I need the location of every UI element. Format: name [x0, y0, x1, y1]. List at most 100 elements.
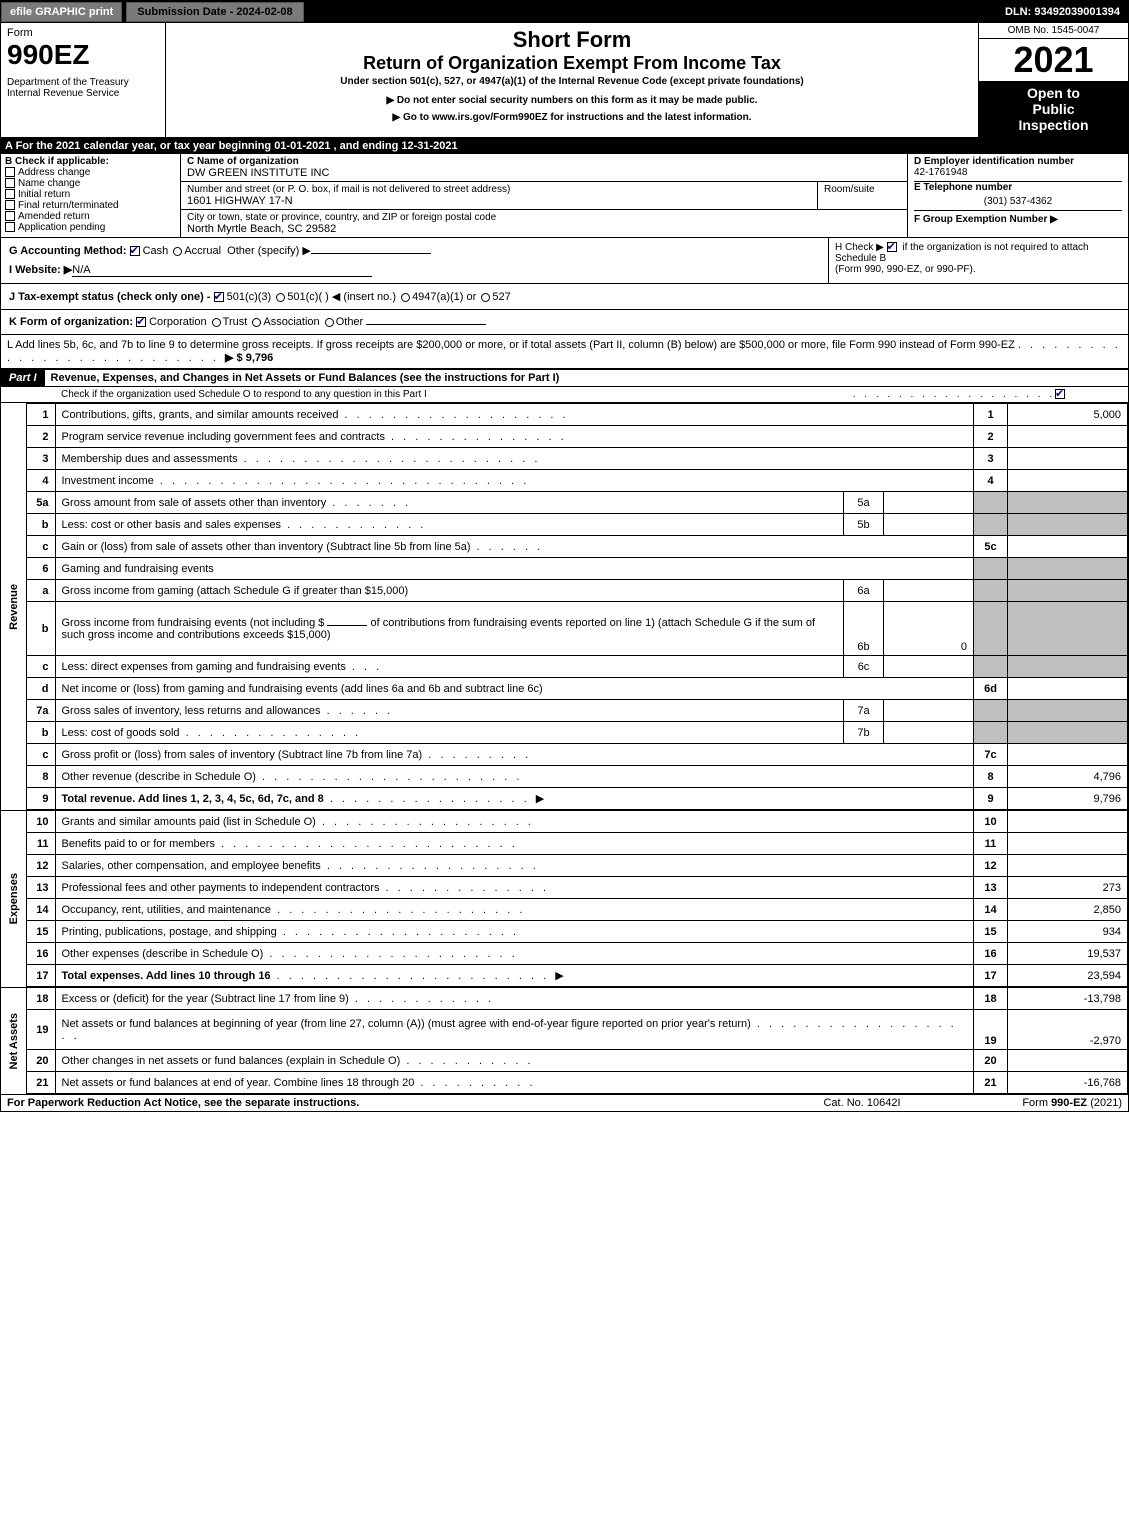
opt-application-pending: Application pending: [18, 222, 105, 233]
line-7a: 7aGross sales of inventory, less returns…: [27, 700, 1128, 722]
form-header: Form 990EZ Department of the Treasury In…: [1, 23, 1128, 138]
section-j: J Tax-exempt status (check only one) - 5…: [1, 284, 1128, 310]
radio-4947[interactable]: [401, 293, 410, 302]
cb-501c3[interactable]: [214, 292, 224, 302]
form-subtitle: Return of Organization Exempt From Incom…: [170, 53, 974, 74]
footer-left: For Paperwork Reduction Act Notice, see …: [7, 1097, 762, 1109]
inspect-line2: Public: [983, 101, 1124, 117]
opt-other-org: Other: [336, 316, 364, 328]
under-section: Under section 501(c), 527, or 4947(a)(1)…: [170, 76, 974, 87]
line-4: 4Investment income . . . . . . . . . . .…: [27, 470, 1128, 492]
line-15: 15Printing, publications, postage, and s…: [27, 921, 1128, 943]
accounting-method-label: G Accounting Method:: [9, 245, 127, 257]
header-left: Form 990EZ Department of the Treasury In…: [1, 23, 166, 137]
opt-4947: 4947(a)(1) or: [412, 291, 476, 303]
opt-name-change: Name change: [18, 178, 80, 189]
section-h: H Check ▶ if the organization is not req…: [828, 238, 1128, 283]
line-5c: cGain or (loss) from sale of assets othe…: [27, 536, 1128, 558]
netassets-vlabel: Net Assets: [6, 1011, 22, 1071]
line-5a: 5aGross amount from sale of assets other…: [27, 492, 1128, 514]
revenue-vlabel: Revenue: [6, 582, 22, 632]
cb-cash[interactable]: [130, 246, 140, 256]
cb-corporation[interactable]: [136, 317, 146, 327]
radio-association[interactable]: [252, 318, 261, 327]
line-18: 18Excess or (deficit) for the year (Subt…: [27, 988, 1128, 1010]
netassets-section: Net Assets 18Excess or (deficit) for the…: [1, 987, 1128, 1094]
dln-label: DLN: 93492039001394: [1005, 6, 1128, 18]
form-title: Short Form: [170, 27, 974, 53]
opt-address-change: Address change: [18, 167, 90, 178]
group-exemption-label: F Group Exemption Number ▶: [914, 211, 1122, 225]
section-c: C Name of organization DW GREEN INSTITUT…: [181, 154, 908, 237]
part1-title: Revenue, Expenses, and Changes in Net As…: [45, 370, 566, 386]
radio-527[interactable]: [481, 293, 490, 302]
line-3: 3Membership dues and assessments . . . .…: [27, 448, 1128, 470]
expenses-table: 10Grants and similar amounts paid (list …: [27, 810, 1128, 987]
section-k: K Form of organization: Corporation Trus…: [1, 310, 1128, 335]
org-name-label: C Name of organization: [187, 156, 901, 167]
ssn-warning: ▶ Do not enter social security numbers o…: [170, 95, 974, 106]
opt-527: 527: [492, 291, 510, 303]
radio-trust[interactable]: [212, 318, 221, 327]
section-a-bar: A For the 2021 calendar year, or tax yea…: [1, 138, 1128, 154]
section-h-text1: H Check ▶: [835, 242, 884, 253]
line-6b: bGross income from fundraising events (n…: [27, 602, 1128, 656]
submission-date: Submission Date - 2024-02-08: [126, 2, 303, 22]
gross-receipts-value: ▶ $ 9,796: [225, 352, 273, 364]
line-16: 16Other expenses (describe in Schedule O…: [27, 943, 1128, 965]
section-g: G Accounting Method: Cash Accrual Other …: [1, 238, 828, 283]
section-l: L Add lines 5b, 6c, and 7b to line 9 to …: [1, 335, 1128, 369]
line-7c: cGross profit or (loss) from sales of in…: [27, 744, 1128, 766]
part1-check-o-text: Check if the organization used Schedule …: [61, 389, 853, 400]
cb-schedule-b[interactable]: [887, 242, 897, 252]
cb-amended-return[interactable]: [5, 211, 15, 221]
part1-check-o-row: Check if the organization used Schedule …: [1, 387, 1128, 403]
tel-value: (301) 537-4362: [914, 193, 1122, 211]
opt-501c: 501(c)( ) ◀ (insert no.): [287, 291, 396, 303]
line-1: 1Contributions, gifts, grants, and simil…: [27, 404, 1128, 426]
part1-label: Part I: [1, 370, 45, 386]
page-footer: For Paperwork Reduction Act Notice, see …: [1, 1094, 1128, 1111]
efile-print-button[interactable]: efile GRAPHIC print: [1, 2, 122, 22]
inspection-badge: Open to Public Inspection: [979, 81, 1128, 137]
line-9: 9Total revenue. Add lines 1, 2, 3, 4, 5c…: [27, 788, 1128, 810]
line-6: 6Gaming and fundraising events: [27, 558, 1128, 580]
opt-501c3: 501(c)(3): [227, 291, 272, 303]
section-h-text3: (Form 990, 990-EZ, or 990-PF).: [835, 264, 976, 275]
cb-name-change[interactable]: [5, 178, 15, 188]
line-13: 13Professional fees and other payments t…: [27, 877, 1128, 899]
website-value: N/A: [72, 264, 372, 277]
line-6c: cLess: direct expenses from gaming and f…: [27, 656, 1128, 678]
cb-initial-return[interactable]: [5, 189, 15, 199]
radio-other-org[interactable]: [325, 318, 334, 327]
footer-mid: Cat. No. 10642I: [762, 1097, 962, 1109]
part1-header: Part I Revenue, Expenses, and Changes in…: [1, 369, 1128, 387]
line-14: 14Occupancy, rent, utilities, and mainte…: [27, 899, 1128, 921]
revenue-section: Revenue 1Contributions, gifts, grants, a…: [1, 403, 1128, 810]
expenses-vlabel: Expenses: [6, 871, 22, 926]
radio-accrual[interactable]: [173, 247, 182, 256]
opt-trust: Trust: [223, 316, 248, 328]
tax-exempt-label: J Tax-exempt status (check only one) -: [9, 291, 211, 303]
cb-schedule-o[interactable]: [1055, 389, 1065, 399]
org-name: DW GREEN INSTITUTE INC: [187, 167, 901, 179]
ein-label: D Employer identification number: [914, 156, 1122, 167]
line-2: 2Program service revenue including gover…: [27, 426, 1128, 448]
city-value: North Myrtle Beach, SC 29582: [187, 223, 901, 235]
other-org-field[interactable]: [366, 324, 486, 325]
goto-link[interactable]: ▶ Go to www.irs.gov/Form990EZ for instru…: [170, 112, 974, 123]
line-10: 10Grants and similar amounts paid (list …: [27, 811, 1128, 833]
radio-501c[interactable]: [276, 293, 285, 302]
section-l-text: L Add lines 5b, 6c, and 7b to line 9 to …: [7, 339, 1015, 351]
cb-address-change[interactable]: [5, 167, 15, 177]
opt-final-return: Final return/terminated: [18, 200, 119, 211]
city-label: City or town, state or province, country…: [187, 212, 901, 223]
revenue-table: 1Contributions, gifts, grants, and simil…: [27, 403, 1128, 810]
section-b: B Check if applicable: Address change Na…: [1, 154, 181, 237]
opt-amended-return: Amended return: [18, 211, 90, 222]
dept-treasury: Department of the Treasury: [7, 77, 159, 88]
cb-application-pending[interactable]: [5, 222, 15, 232]
cb-final-return[interactable]: [5, 200, 15, 210]
expenses-section: Expenses 10Grants and similar amounts pa…: [1, 810, 1128, 987]
other-specify-field[interactable]: [311, 253, 431, 254]
